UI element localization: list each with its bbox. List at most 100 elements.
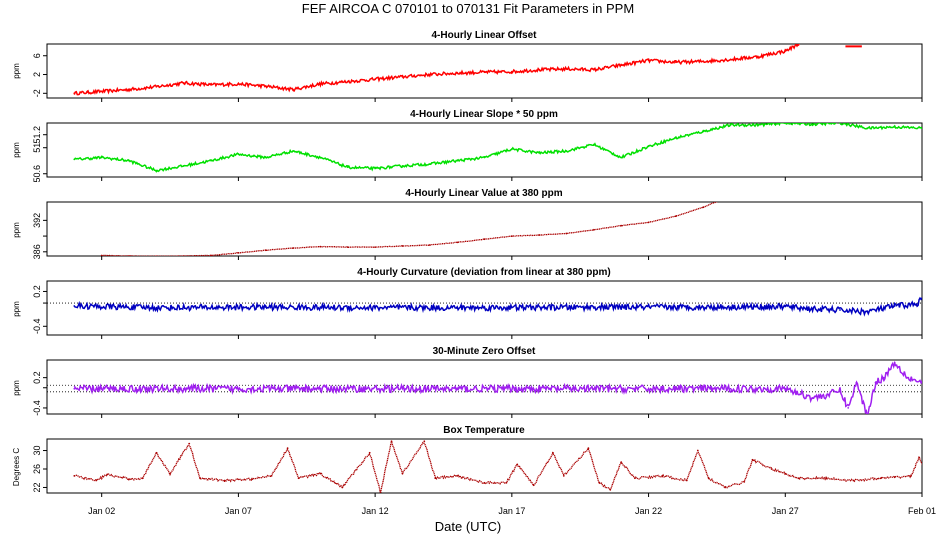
data-point [456, 72, 459, 74]
panel-title: 4-Hourly Curvature (deviation from linea… [357, 267, 610, 278]
data-point [456, 387, 459, 390]
data-point [565, 68, 568, 70]
data-point [292, 88, 294, 91]
y-axis-label: ppm [12, 301, 21, 317]
data-point [401, 165, 404, 167]
data-point [264, 306, 267, 308]
panel-linear-slope: 4-Hourly Linear Slope * 50 ppm ppm 50.65… [12, 109, 923, 183]
data-point [483, 481, 486, 484]
plot-frame [46, 438, 923, 494]
data-point [401, 76, 404, 78]
y-tick-label: 0.2 [32, 285, 42, 298]
data-point [374, 246, 376, 249]
x-tick-label: Jan 07 [225, 506, 252, 516]
data-point [743, 481, 746, 483]
data-point [724, 486, 726, 489]
data-point [100, 90, 103, 93]
data-point [341, 486, 344, 489]
data-point [893, 361, 896, 364]
x-tick-label: Jan 12 [362, 506, 389, 516]
data-point [620, 224, 623, 227]
data-point [811, 123, 814, 126]
data-point [319, 156, 322, 159]
data-point [702, 130, 705, 133]
x-tick-label: Jan 22 [635, 506, 662, 516]
plot-area: 386 392 [32, 201, 923, 260]
data-point [456, 475, 459, 477]
data-point [893, 476, 896, 479]
data-point [798, 477, 800, 480]
data-point [286, 447, 289, 450]
plot-area: 22 26 30 [32, 438, 923, 497]
data-point [182, 82, 185, 84]
data-point [921, 381, 922, 384]
data-point [620, 156, 623, 159]
data-point [155, 255, 158, 256]
plot-frame [46, 43, 923, 99]
data-point [675, 61, 677, 64]
data-point [264, 85, 267, 88]
x-tick-label: Feb 01 [908, 506, 936, 516]
data-point [915, 303, 918, 306]
data-point [921, 127, 922, 130]
data-series-line [73, 44, 800, 96]
data-point [237, 252, 240, 254]
figure-title: FEF AIRCOA C 070101 to 070131 Fit Parame… [302, 1, 634, 16]
data-series-line [73, 440, 922, 492]
data-point [784, 387, 787, 390]
y-tick-label: 392 [32, 213, 42, 228]
data-point [73, 158, 76, 161]
y-tick-label: 51 [32, 143, 42, 153]
data-point [675, 215, 677, 218]
y-axis-label: ppm [12, 380, 21, 396]
data-point [188, 442, 191, 445]
data-point [587, 447, 590, 450]
data-point [532, 484, 535, 487]
data-point [702, 306, 705, 308]
data-point [182, 165, 185, 167]
y-tick-label: 0.2 [32, 371, 42, 384]
data-point [784, 123, 787, 124]
data-point [784, 472, 787, 475]
data-point [456, 159, 459, 162]
data-point [757, 124, 759, 126]
data-point [661, 475, 664, 477]
y-tick-label: -0.4 [32, 400, 42, 416]
data-point [100, 254, 103, 256]
panel-title: 4-Hourly Linear Slope * 50 ppm [410, 109, 558, 120]
data-point [751, 458, 754, 461]
data-point [73, 387, 76, 390]
y-axis-label: Degrees C [12, 448, 21, 486]
plot-area: -0.4 0.2 [32, 280, 923, 339]
panel-linear-offset: 4-Hourly Linear Offset ppm -2 2 6 [12, 30, 923, 102]
data-series-line [73, 360, 922, 414]
data-point [87, 91, 89, 94]
data-point [401, 472, 404, 475]
data-point [880, 477, 882, 480]
data-point [552, 451, 554, 454]
data-point [839, 123, 841, 124]
data-point [319, 387, 322, 390]
data-point [155, 306, 158, 309]
data-point [128, 159, 130, 162]
data-point [210, 254, 212, 256]
plot-frame [46, 359, 923, 415]
data-point [565, 232, 568, 235]
data-point [483, 71, 486, 74]
y-tick-label: 26 [32, 464, 42, 474]
data-series-line [73, 296, 922, 317]
data-point [647, 145, 650, 148]
data-point [598, 481, 601, 484]
data-point [839, 309, 841, 311]
data-point [921, 297, 922, 300]
data-point [428, 73, 431, 76]
data-point [675, 137, 677, 139]
x-tick-label: Jan 27 [772, 506, 799, 516]
panel-zero-offset: 30-Minute Zero Offset ppm -0.4 0.2 [12, 346, 923, 418]
data-point [401, 245, 404, 247]
plot-frame [46, 280, 923, 336]
data-point [811, 308, 814, 310]
data-point [510, 235, 513, 238]
data-point [73, 475, 76, 477]
data-point [866, 127, 869, 130]
